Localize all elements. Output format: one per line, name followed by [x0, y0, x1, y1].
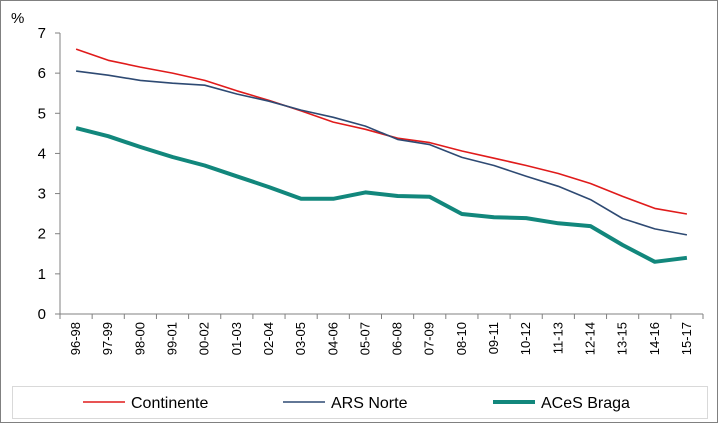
x-tick-label: 97-99 [100, 322, 115, 355]
x-tick-label: 15-17 [679, 322, 694, 355]
legend: Continente ARS Norte ACeS Braga [83, 395, 630, 412]
y-axis-unit-label: % [11, 10, 24, 27]
x-tick-label: 08-10 [454, 322, 469, 355]
series-line-aces-braga [75, 126, 688, 264]
series-line-ars-norte [75, 70, 688, 236]
x-tick-label: 09-11 [486, 322, 501, 354]
legend-label: Continente [131, 395, 208, 412]
y-tick-label: 5 [38, 105, 46, 122]
y-axis: 0 1 2 3 4 5 6 7 [38, 25, 61, 323]
y-tick-label: 2 [38, 226, 46, 243]
x-tick-label: 05-07 [357, 322, 372, 355]
x-tick-label: 00-02 [197, 322, 212, 355]
series-line-continente [75, 48, 688, 215]
x-tick-label: 10-12 [518, 322, 533, 355]
x-tick-label: 11-13 [550, 322, 565, 354]
x-tick-label: 98-00 [132, 322, 147, 355]
x-tick-label: 14-16 [647, 322, 662, 355]
y-tick-label: 0 [38, 306, 46, 323]
y-tick-label: 1 [38, 266, 46, 283]
y-tick-label: 7 [38, 25, 46, 42]
x-tick-label: 04-06 [325, 322, 340, 355]
y-tick-label: 3 [38, 186, 46, 203]
legend-label: ACeS Braga [541, 395, 630, 412]
x-tick-label: 07-09 [422, 322, 437, 355]
x-tick-label: 99-01 [165, 322, 180, 355]
x-tick-label: 12-14 [582, 322, 597, 355]
x-tick-label: 96-98 [68, 322, 83, 355]
x-tick-label: 03-05 [293, 322, 308, 355]
x-tick-label: 06-08 [390, 322, 405, 355]
x-tick-label: 02-04 [261, 322, 276, 355]
x-axis: 96-98 97-99 98-00 99-01 00-02 01-03 02-04 03-05… [59, 313, 704, 355]
legend-label: ARS Norte [331, 395, 408, 412]
legend-box [12, 386, 708, 419]
y-tick-label: 6 [38, 65, 46, 82]
series-lines [75, 48, 688, 264]
y-tick-label: 4 [38, 145, 46, 162]
x-tick-label: 01-03 [229, 322, 244, 355]
x-tick-label: 13-15 [615, 322, 630, 355]
